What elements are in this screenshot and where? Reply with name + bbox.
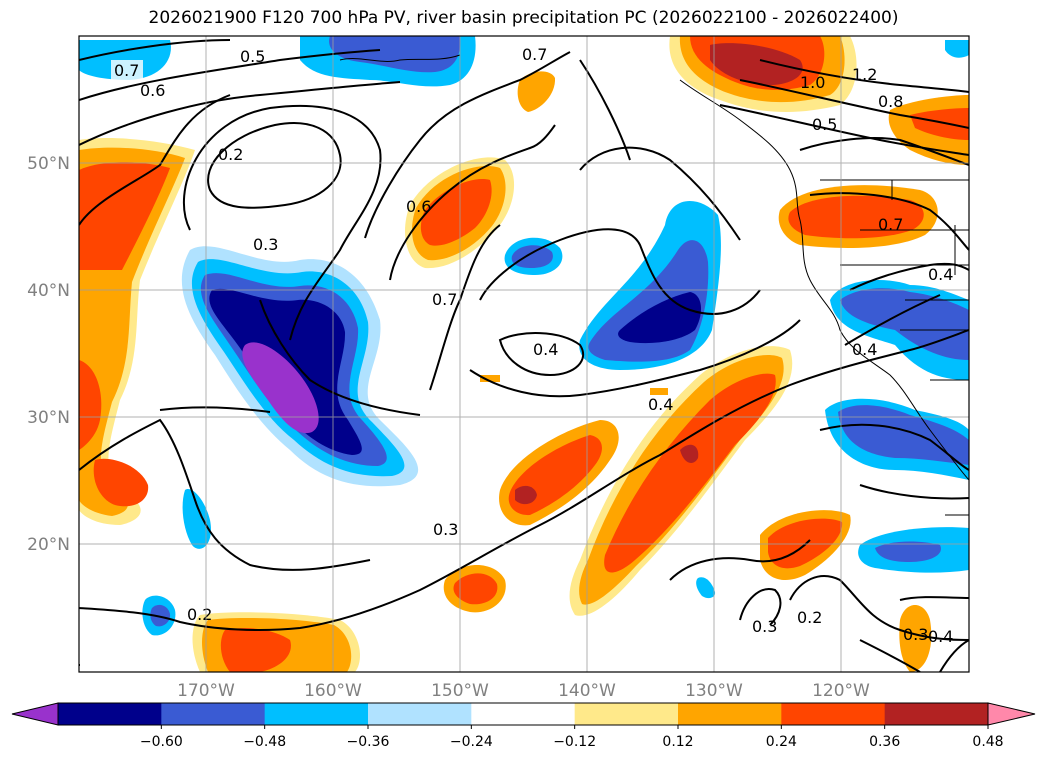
lon-label-120w: 120°W xyxy=(812,681,870,701)
contour-label-21: 0.2 xyxy=(797,608,822,627)
contour-label-22: 0.3 xyxy=(903,625,928,644)
contour-label-3: 0.5 xyxy=(240,47,265,66)
colorbar-left-extension xyxy=(12,703,58,725)
contour-label-1: 0.7 xyxy=(114,61,139,80)
colorbar-tick-label: 0.36 xyxy=(869,734,900,750)
positive-anomaly-north xyxy=(517,36,969,165)
contour-label-2: 0.6 xyxy=(140,81,165,100)
contour-label-20: 0.3 xyxy=(752,617,777,636)
latitude-labels: 50°N 40°N 30°N 20°N xyxy=(27,154,70,555)
colorbar-segment xyxy=(574,703,679,725)
contour-label-5: 0.3 xyxy=(253,235,278,254)
lon-label-130w: 130°W xyxy=(685,681,743,701)
lon-label-140w: 140°W xyxy=(558,681,616,701)
contour-label-15: 0.7 xyxy=(878,215,903,234)
colorbar-segment xyxy=(368,703,472,725)
colorbar-right-extension xyxy=(988,703,1035,725)
contour-label-10: 0.4 xyxy=(648,395,673,414)
colorbar-segment xyxy=(161,703,266,725)
contour-label-4: 0.2 xyxy=(218,145,243,164)
colorbar-tick-label: 0.48 xyxy=(972,734,1003,750)
contour-label-7: 0.7 xyxy=(432,290,457,309)
contour-label-17: 0.4 xyxy=(852,340,877,359)
lat-label-50n: 50°N xyxy=(27,154,70,174)
lat-label-30n: 30°N xyxy=(27,408,70,428)
contour-label-8: 0.7 xyxy=(522,45,547,64)
contour-label-14: 0.5 xyxy=(812,115,837,134)
colorbar-tick-label: −0.24 xyxy=(450,734,493,750)
colorbar-tick-label: −0.36 xyxy=(347,734,390,750)
colorbar-segment xyxy=(264,703,369,725)
contour-label-12: 1.2 xyxy=(852,65,877,84)
colorbar-segment xyxy=(471,703,576,725)
contour-label-16: 0.4 xyxy=(928,265,953,284)
contour-label-23: 0.4 xyxy=(928,627,953,646)
contour-label-19: 0.2 xyxy=(187,605,212,624)
colorbar-tick-label: 0.24 xyxy=(766,734,797,750)
contour-labels: 0.7 0.6 0.5 0.2 0.3 0.6 0.7 0.7 0.4 0.4 … xyxy=(111,45,953,646)
colorbar-tick-label: −0.60 xyxy=(140,734,183,750)
colorbar-segment xyxy=(884,703,989,725)
negative-anomaly-east xyxy=(504,201,721,370)
colorbar-tick-label: 0.12 xyxy=(662,734,693,750)
colorbar-segment xyxy=(678,703,782,725)
colorbar-segment xyxy=(781,703,886,725)
contour-label-18: 0.3 xyxy=(433,520,458,539)
colorbar-segment xyxy=(58,703,162,725)
contour-label-11: 1.0 xyxy=(800,73,825,92)
map-frame xyxy=(78,35,970,673)
contour-label-9: 0.4 xyxy=(533,340,558,359)
gridlines xyxy=(79,36,969,672)
positive-anomaly-south xyxy=(192,612,360,672)
map-title: 2026021900 F120 700 hPa PV, river basin … xyxy=(148,8,899,28)
lon-label-150w: 150°W xyxy=(431,681,489,701)
contour-label-13: 0.8 xyxy=(878,92,903,111)
colorbar: −0.60 −0.48 −0.36 −0.24 −0.12 0.12 0.24 0.36 0.4… xyxy=(11,702,1036,750)
lon-label-160w: 160°W xyxy=(304,681,362,701)
longitude-labels: 170°W 160°W 150°W 140°W 130°W 120°W xyxy=(177,681,870,701)
lat-label-20n: 20°N xyxy=(27,535,70,555)
pv-contours xyxy=(79,39,969,672)
colorbar-tick-label: −0.48 xyxy=(243,734,286,750)
positive-anomaly-mid xyxy=(405,157,938,269)
positive-anomaly-west xyxy=(79,138,195,525)
lon-label-170w: 170°W xyxy=(177,681,235,701)
lat-label-40n: 40°N xyxy=(27,281,70,301)
contour-label-6: 0.6 xyxy=(406,197,431,216)
negative-anomaly-coast xyxy=(142,40,969,636)
colorbar-tick-label: −0.12 xyxy=(553,734,596,750)
